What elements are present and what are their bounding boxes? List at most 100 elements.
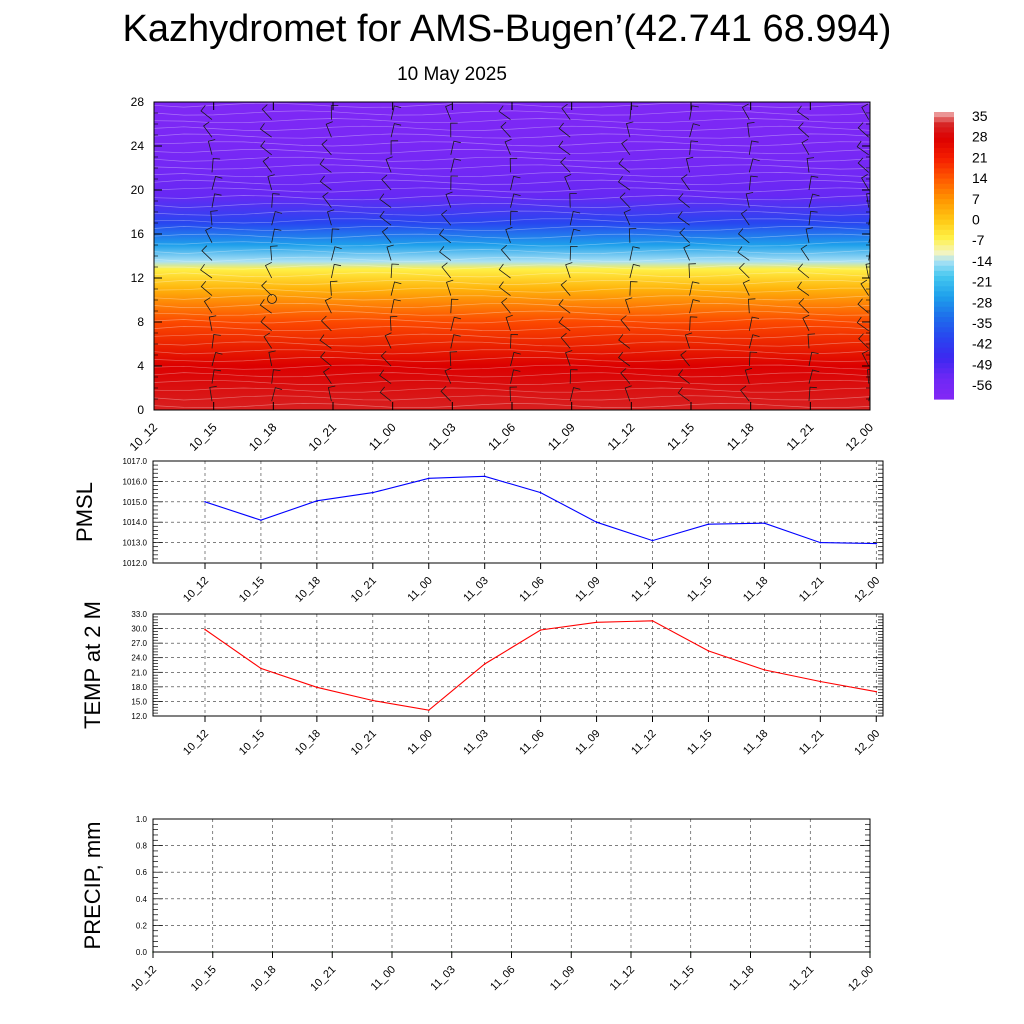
wind-barb (262, 156, 273, 173)
wind-barb (742, 279, 750, 296)
ytick-label: 24.0 (131, 654, 147, 663)
colorbar-label: 28 (972, 129, 988, 145)
data-point (260, 519, 262, 521)
wind-barb (201, 245, 213, 261)
data-point (260, 667, 262, 670)
colorbar-bin (934, 137, 954, 144)
wind-barb (856, 316, 869, 332)
precip-panel: 0.0 0.2 0.4 0.6 0.8 1.0 10_12 10_15 10_18 10_21 11… (80, 815, 876, 994)
wind-barb (322, 367, 332, 384)
wind-barb (380, 350, 392, 367)
xtick-label: 10_15 (237, 728, 267, 758)
wind-barb (271, 369, 281, 384)
wind-barb (629, 281, 638, 296)
xtick-label: 11_21 (797, 728, 827, 758)
wind-barb (501, 297, 511, 314)
colorbar-bin (934, 322, 954, 328)
wind-barb (807, 333, 816, 349)
wind-barb (449, 351, 458, 367)
wind-barb (390, 263, 399, 279)
xtick-label: 11_15 (685, 728, 715, 758)
wind-barb (680, 174, 690, 191)
wind-barb (917, 352, 929, 366)
wind-barb (324, 297, 332, 314)
data-point (204, 501, 206, 503)
section-contour-line (154, 164, 870, 170)
wind-barb (271, 211, 283, 226)
wind-barb (569, 193, 577, 208)
wind-barb (445, 103, 453, 120)
colorbar-label: 7 (972, 191, 980, 207)
wind-barb (264, 261, 273, 279)
colorbar-bin (934, 260, 954, 267)
xtick-label: 11_00 (405, 575, 435, 605)
xtick-label: 10_21 (349, 575, 379, 605)
section-xtick-label: 11_21 (784, 420, 817, 453)
colorbar-label: -28 (972, 294, 992, 310)
section-contour-line (154, 264, 870, 270)
colorbar-bin (934, 235, 954, 241)
colorbar-bin (934, 127, 954, 134)
wind-barb (617, 175, 631, 191)
wind-barb (450, 298, 459, 314)
section-ytick-label: 24 (131, 139, 145, 153)
wind-barb (379, 210, 392, 226)
wind-barb (331, 263, 342, 279)
wind-barb (689, 281, 700, 296)
wind-barb (320, 315, 332, 332)
wind-barb (866, 192, 870, 208)
wind-barb (200, 263, 213, 279)
colorbar: 35 28 21 14 7 0 -7 -14 -21 -28 -35 -42 -49 -56 (934, 108, 992, 400)
xtick-label: 11_15 (667, 964, 697, 994)
colorbar-bin (934, 219, 954, 226)
wind-barb (747, 298, 756, 314)
wind-barb (565, 350, 573, 367)
xtick-label: 11_03 (461, 575, 491, 605)
xtick-label: 11_18 (741, 728, 771, 758)
wind-barb (379, 386, 392, 402)
wind-barb (560, 157, 571, 173)
ytick-label: 0.4 (136, 895, 148, 904)
wind-barb (211, 176, 223, 191)
wind-barb (203, 297, 213, 314)
wind-barb (856, 140, 869, 156)
section-xtick-label: 11_00 (366, 420, 399, 453)
wind-barb (450, 158, 461, 173)
wind-barb (322, 191, 332, 208)
data-point (651, 620, 654, 622)
section-contour-line (154, 172, 870, 178)
data-point (427, 709, 430, 711)
wind-barb (261, 280, 272, 296)
wind-barb (327, 209, 335, 226)
colorbar-bin (934, 373, 954, 380)
data-point (483, 475, 486, 478)
ytick-label: 1013.0 (123, 539, 148, 548)
section-contour-line (154, 233, 870, 239)
wind-barb (450, 316, 462, 331)
data-point (204, 628, 206, 631)
wind-barb (207, 139, 216, 155)
data-point (595, 521, 598, 523)
wind-barb (271, 228, 282, 243)
section-xtick-label: 10_18 (246, 420, 280, 454)
xtick-label: 10_15 (237, 575, 267, 605)
data-point (819, 680, 822, 683)
wind-barb (921, 315, 929, 331)
xtick-label: 11_09 (573, 728, 603, 758)
wind-barb (558, 122, 571, 138)
wind-barb (618, 351, 631, 367)
colorbar-bin (934, 281, 954, 287)
wind-barb (569, 245, 578, 261)
ytick-label: 12.0 (131, 712, 147, 721)
colorbar-bin (934, 199, 954, 205)
section-contour-line (154, 195, 870, 201)
colorbar-label: -7 (972, 232, 985, 248)
wind-barb (926, 298, 933, 313)
wind-barb (498, 105, 511, 120)
section-contour-line (154, 125, 870, 131)
wind-barb (211, 352, 223, 367)
colorbar-bin (934, 255, 954, 262)
temperature-section-panel: 0 4 8 12 16 20 24 28 10_12 10_15 10_18 10_21 11_00 11… (127, 95, 933, 454)
colorbar-bin (934, 301, 954, 308)
wind-barb (331, 228, 340, 243)
